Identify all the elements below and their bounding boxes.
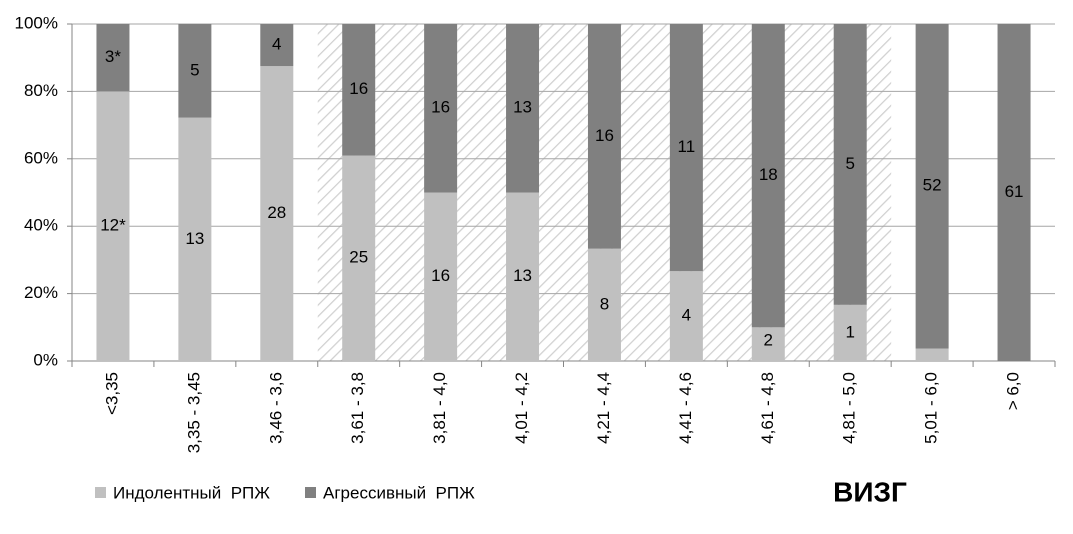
bar-segment	[751, 24, 785, 328]
bar-segment	[96, 91, 130, 362]
data-label: 3*	[105, 47, 121, 66]
annotation: ВИЗГ	[833, 476, 907, 507]
bar-segment	[342, 155, 376, 361]
legend-label: Индолентный РПЖ	[113, 483, 270, 502]
data-label: 12*	[100, 216, 126, 235]
data-label: 11	[678, 137, 696, 156]
bar-segment	[833, 24, 867, 305]
bar-segment	[506, 192, 540, 361]
bar-segment	[915, 24, 949, 349]
data-label: 52	[923, 176, 942, 195]
bar-segment	[178, 117, 212, 361]
bar-segment	[96, 24, 130, 92]
x-tick-label: 3,35 - 3,45	[184, 372, 203, 453]
data-label: 16	[431, 98, 450, 117]
data-label: 4	[682, 306, 691, 325]
bar-segment	[997, 24, 1031, 361]
data-label: 16	[595, 126, 614, 145]
x-tick-label: 4,41 - 4,6	[676, 372, 695, 444]
x-tick-label: 3,61 - 3,8	[348, 372, 367, 444]
data-label: 16	[349, 79, 368, 98]
bar-segment	[751, 327, 785, 361]
x-tick-label: 4,01 - 4,2	[512, 372, 531, 444]
x-tick-label: 3,81 - 4,0	[430, 372, 449, 444]
data-label: 25	[349, 248, 368, 267]
data-label: 5	[845, 154, 854, 173]
x-tick-label: 4,61 - 4,8	[758, 372, 777, 444]
x-tick-label: 5,01 - 6,0	[922, 372, 941, 444]
legend-swatch	[95, 487, 106, 498]
bar-segment	[506, 24, 540, 193]
bar-segment	[260, 24, 294, 67]
data-label: 13	[185, 229, 204, 248]
x-tick-label: > 6,0	[1004, 372, 1023, 410]
data-label: 28	[267, 203, 286, 222]
bar-segment	[342, 24, 376, 156]
data-label: 13	[513, 98, 532, 117]
data-label: 13	[513, 266, 532, 285]
x-tick-label: 3,46 - 3,6	[266, 372, 285, 444]
bar-segment	[424, 24, 458, 193]
bar-segment	[669, 24, 703, 272]
y-tick-label: 40%	[24, 216, 58, 235]
y-tick-label: 20%	[24, 283, 58, 302]
legend-swatch	[305, 487, 316, 498]
data-label: 61	[1005, 182, 1024, 201]
data-label: 1	[845, 322, 854, 341]
bar-segment	[669, 271, 703, 361]
data-label: 16	[431, 266, 450, 285]
data-label: 4	[272, 35, 281, 54]
bar-segment	[260, 66, 294, 361]
bar-segment	[833, 304, 867, 361]
data-label: 5	[190, 60, 199, 79]
bar-segment	[178, 24, 212, 118]
y-tick-label: 80%	[24, 81, 58, 100]
bar-segment	[424, 192, 458, 361]
data-label: 8	[600, 294, 609, 313]
y-tick-label: 100%	[15, 13, 58, 32]
data-label: 2	[764, 330, 773, 349]
x-tick-label: 4,81 - 5,0	[840, 372, 859, 444]
bar-segment	[587, 24, 621, 249]
data-label: 18	[759, 165, 778, 184]
y-tick-label: 60%	[24, 148, 58, 167]
y-tick-label: 0%	[33, 350, 58, 369]
legend-label: Агрессивный РПЖ	[323, 483, 475, 502]
bar-segment	[587, 248, 621, 361]
x-tick-label: 4,21 - 4,4	[594, 372, 613, 444]
x-tick-label: <3,35	[102, 372, 121, 415]
bar-segment	[915, 348, 949, 361]
